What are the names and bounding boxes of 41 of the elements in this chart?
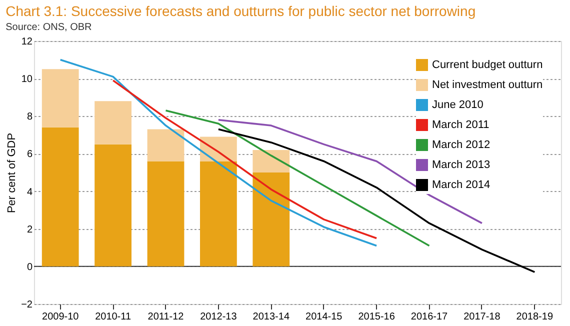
source-note: Source: ONS, OBR [6,22,92,33]
chart-title: Chart 3.1: Successive forecasts and outturns for public sector net borrowing [6,3,476,19]
bar [42,69,79,128]
bar [252,172,290,266]
bar [252,150,290,172]
legend-label: June 2010 [432,99,484,111]
legend-label: Net investment outturn [432,79,543,91]
x-tick-label: 2016-17 [410,312,448,322]
x-tick-label: 2017-18 [464,312,501,322]
x-tick-label: 2014-15 [306,312,343,322]
y-tick-label: 2 [26,224,33,236]
legend-label: March 2014 [432,179,490,191]
line-series [218,128,536,273]
y-tick-label: 0 [26,262,33,273]
bar [94,101,132,144]
bar [42,127,79,266]
y-tick-label: 12 [21,36,33,48]
bar [147,161,184,266]
legend-label: Current budget outturn [432,59,543,71]
line-series [59,58,378,247]
bar [147,129,184,162]
bar [200,161,237,266]
x-tick-label: 2018-19 [516,312,554,322]
y-tick-label: 4 [26,186,33,198]
bar [94,144,132,266]
x-tick-label: 2012-13 [200,312,238,322]
x-tick-label: 2010-11 [95,312,132,322]
y-tick-label: −2 [21,300,33,310]
y-axis-title: Per cent of GDP [6,132,18,214]
x-tick-label: 2011-12 [148,312,184,322]
legend-label: March 2012 [432,139,490,151]
x-tick-label: 2013-14 [252,312,290,322]
line-series [112,80,378,240]
y-tick-label: 10 [21,74,33,86]
line-series [164,110,430,247]
y-tick-label: 6 [26,149,33,160]
legend-label: March 2011 [432,119,490,131]
x-tick-label: 2015-16 [358,312,396,322]
legend-label: March 2013 [432,159,490,171]
y-tick-label: 8 [26,112,33,123]
x-tick-label: 2009-10 [42,312,80,322]
